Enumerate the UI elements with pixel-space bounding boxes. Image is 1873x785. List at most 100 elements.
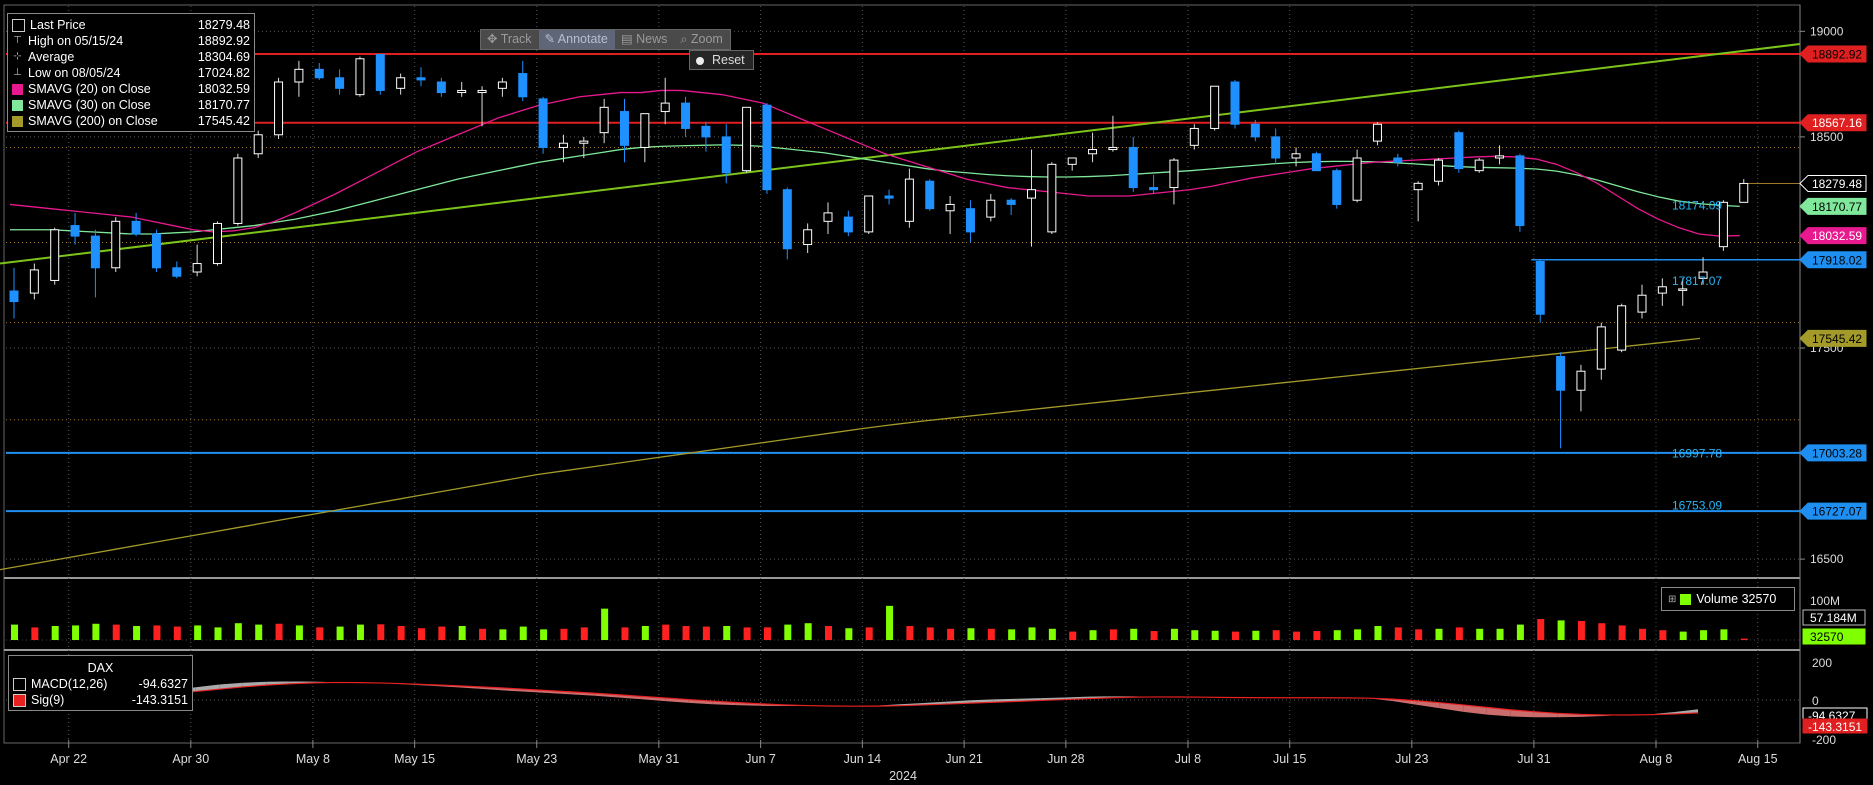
macd-tag-box	[1802, 718, 1868, 734]
candle-body	[803, 229, 813, 246]
candle-body	[355, 58, 365, 96]
candle	[823, 202, 833, 234]
candle	[1210, 85, 1220, 131]
candle-body	[274, 81, 284, 136]
volume-bar	[194, 625, 202, 640]
price-tag-label: 18567.16	[1812, 116, 1862, 130]
volume-bar	[112, 624, 120, 640]
volume-bar	[316, 627, 324, 640]
x-tick-label: Jun 28	[1047, 752, 1085, 766]
volume-bar	[1618, 625, 1626, 640]
candlesticks[interactable]	[9, 53, 1749, 449]
candle-body	[1434, 159, 1443, 182]
macd-legend-swatch	[13, 677, 26, 691]
volume-bar	[1455, 627, 1463, 640]
candle-body	[1596, 326, 1606, 370]
candle	[29, 263, 39, 300]
volume-bar	[1048, 628, 1056, 640]
macd-tag-label: -143.3151	[1808, 720, 1862, 734]
candle-body	[742, 106, 752, 172]
candle-body	[151, 233, 161, 269]
candle	[1189, 124, 1199, 150]
candle	[721, 124, 731, 184]
candle-body	[823, 212, 833, 222]
volume-bar	[641, 626, 649, 640]
annotate-button[interactable]: ✎ Annotate	[538, 30, 615, 49]
volume-bar	[1354, 629, 1362, 640]
legend-value: 17024.82	[197, 66, 250, 80]
candle-body	[131, 220, 141, 235]
volume-bar	[682, 626, 690, 640]
candle	[1393, 153, 1403, 167]
candle	[50, 227, 60, 285]
volume-bar	[702, 626, 710, 640]
legend-swatch	[12, 18, 25, 32]
volume-bar	[906, 626, 914, 640]
volume-bar	[1232, 631, 1239, 640]
candle-body	[620, 111, 629, 146]
legend-row: SMAVG (30) on Close 18170.77	[12, 97, 250, 113]
candle-body	[1352, 157, 1362, 201]
legend-swatch	[12, 83, 23, 95]
candle	[518, 60, 528, 101]
volume-bar	[580, 627, 588, 640]
track-button[interactable]: ✥ Track	[481, 30, 539, 49]
volume-bar	[825, 626, 832, 640]
candle-body	[965, 208, 975, 233]
legend-value: 18170.77	[197, 98, 250, 112]
volume-bar	[947, 628, 955, 640]
price-levels	[0, 43, 1801, 513]
candle-body	[1474, 159, 1484, 172]
x-tick-label: May 15	[394, 752, 435, 766]
volume-legend[interactable]: ⊞ Volume 32570	[1661, 587, 1795, 611]
candle-body	[1027, 189, 1036, 199]
volume-bar	[1191, 630, 1199, 640]
candle-body	[1230, 81, 1240, 125]
price-tag-label: 18032.59	[1812, 229, 1862, 243]
volume-bar	[1374, 626, 1382, 640]
legend-value: 18032.59	[197, 82, 250, 96]
candle	[1169, 158, 1179, 205]
level-annotation: 18174.09	[1672, 199, 1722, 213]
legend-swatch	[12, 99, 23, 111]
volume-tag-box	[1802, 628, 1866, 645]
price-legend: Last Price 18279.48 ⊤ High on 05/15/24 18892…	[7, 13, 255, 132]
candle	[1271, 128, 1281, 165]
volume-bar	[173, 626, 181, 640]
x-tick-label: Jul 8	[1175, 752, 1201, 766]
volume-bar	[295, 625, 303, 640]
macd-histogram-fill	[1486, 707, 1511, 718]
trend-line	[0, 43, 1801, 265]
zoom-button[interactable]: ⌕ Zoom	[674, 30, 729, 49]
candle	[1108, 115, 1118, 152]
volume-bar	[784, 624, 792, 640]
candle	[1128, 136, 1138, 192]
candle	[1250, 120, 1260, 142]
candle	[233, 153, 243, 226]
volume-bar	[1415, 629, 1423, 640]
macd-legend-row: Sig(9) -143.3151	[13, 692, 188, 708]
volume-bar	[865, 627, 873, 640]
price-tag-label: 18279.48	[1812, 177, 1862, 191]
magnifier-icon: ⌕	[680, 32, 691, 46]
candle-body	[314, 68, 324, 79]
volume-bar	[1394, 627, 1402, 640]
candle-body	[1393, 157, 1403, 163]
candle-body	[1250, 123, 1260, 138]
reset-button[interactable]: Reset	[689, 50, 754, 70]
volume-bar	[255, 624, 263, 640]
news-button[interactable]: ▤ News	[615, 30, 675, 49]
candle-body	[782, 189, 792, 250]
candle-body	[762, 104, 772, 191]
candle-body	[1088, 149, 1098, 155]
volume-bar	[1700, 630, 1708, 640]
candle	[436, 77, 446, 97]
volume-bar	[51, 626, 59, 640]
volume-bar	[519, 626, 527, 640]
zoom-label: Zoom	[690, 32, 723, 46]
candle	[904, 168, 914, 228]
volume-bar	[601, 608, 609, 640]
candle-body	[335, 77, 345, 89]
volume-bar	[1639, 628, 1646, 640]
